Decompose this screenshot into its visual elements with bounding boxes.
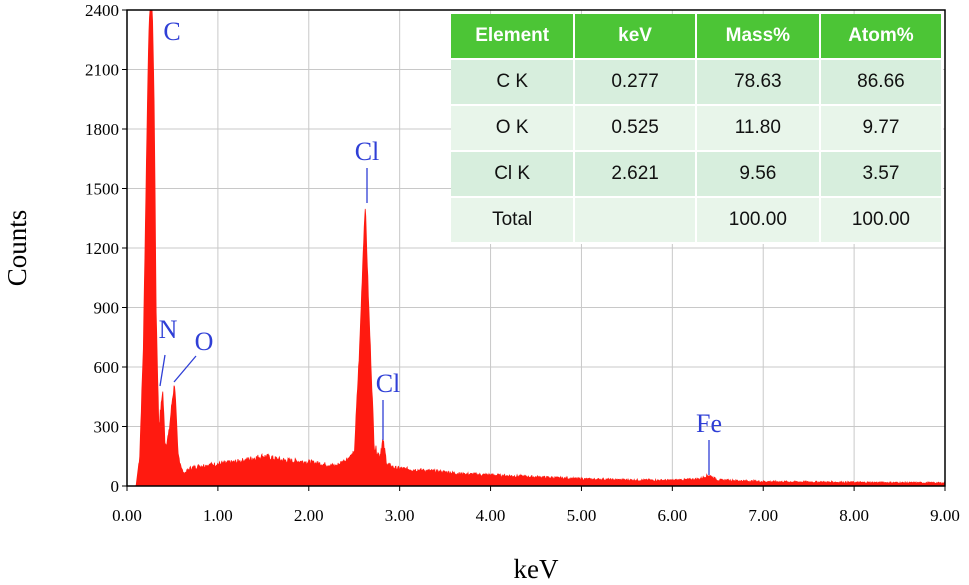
peak-label-n: N [159, 315, 178, 344]
peak-leader-line [173, 355, 197, 383]
table-header-row: Element keV Mass% Atom% [451, 14, 943, 60]
spectrum-series [127, 9, 946, 487]
table-cell: 100.00 [696, 198, 821, 244]
table-cell: O K [451, 106, 576, 152]
y-tick-label: 1500 [85, 180, 119, 199]
x-axis-ticks: 0.00 1.00 2.00 3.00 4.00 5.00 6.00 7.00 8.00 9.00 [112, 486, 960, 525]
y-tick-label: 1800 [85, 120, 119, 139]
x-axis-title: keV [514, 554, 559, 584]
peak-leader-line [159, 354, 166, 387]
y-tick-label: 0 [111, 477, 120, 496]
table-cell: 0.277 [575, 60, 697, 106]
table-cell: 11.80 [696, 106, 821, 152]
y-tick-label: 2400 [85, 1, 119, 20]
x-tick-label: 9.00 [930, 506, 960, 525]
peak-label-fe: Fe [696, 409, 722, 438]
quantification-table: Element keV Mass% Atom% C K 0.277 78.63 86.66 O… [451, 14, 943, 244]
x-tick-label: 1.00 [203, 506, 233, 525]
table-header-cell: Atom% [820, 14, 943, 60]
table-cell: 100.00 [820, 198, 943, 244]
peak-label-cl: Cl [376, 369, 401, 398]
table-cell [575, 198, 697, 244]
table-header-cell: Element [451, 14, 576, 60]
x-tick-label: 8.00 [839, 506, 869, 525]
y-tick-label: 1200 [85, 239, 119, 258]
table-cell: Total [451, 198, 576, 244]
x-tick-label: 3.00 [385, 506, 415, 525]
table-cell: 3.57 [820, 152, 943, 198]
x-tick-label: 4.00 [476, 506, 506, 525]
table-cell: 9.56 [696, 152, 821, 198]
table-cell: 9.77 [820, 106, 943, 152]
x-tick-label: 5.00 [567, 506, 597, 525]
table-cell: 86.66 [820, 60, 943, 106]
peak-label-c: C [163, 17, 180, 46]
table-cell: 2.621 [575, 152, 697, 198]
peak-label-cl: Cl [355, 137, 380, 166]
x-tick-label: 7.00 [748, 506, 778, 525]
peak-labels: C N O Cl Cl Fe [159, 17, 722, 475]
y-axis-title: Counts [2, 210, 32, 287]
table-header-cell: Mass% [696, 14, 821, 60]
y-axis-ticks: 0 300 600 900 1200 1500 1800 2100 2400 [85, 1, 127, 496]
table-cell: Cl K [451, 152, 576, 198]
table-cell: 78.63 [696, 60, 821, 106]
y-tick-label: 600 [94, 358, 120, 377]
y-tick-label: 300 [94, 418, 120, 437]
table-cell: C K [451, 60, 576, 106]
table-row: C K 0.277 78.63 86.66 [451, 60, 943, 106]
x-tick-label: 0.00 [112, 506, 142, 525]
table-header-cell: keV [575, 14, 697, 60]
x-tick-label: 2.00 [294, 506, 324, 525]
x-tick-label: 6.00 [657, 506, 687, 525]
y-tick-label: 2100 [85, 61, 119, 80]
table-row: Cl K 2.621 9.56 3.57 [451, 152, 943, 198]
table-row: O K 0.525 11.80 9.77 [451, 106, 943, 152]
table-row: Total 100.00 100.00 [451, 198, 943, 244]
y-tick-label: 900 [94, 299, 120, 318]
peak-label-o: O [195, 327, 214, 356]
table-cell: 0.525 [575, 106, 697, 152]
